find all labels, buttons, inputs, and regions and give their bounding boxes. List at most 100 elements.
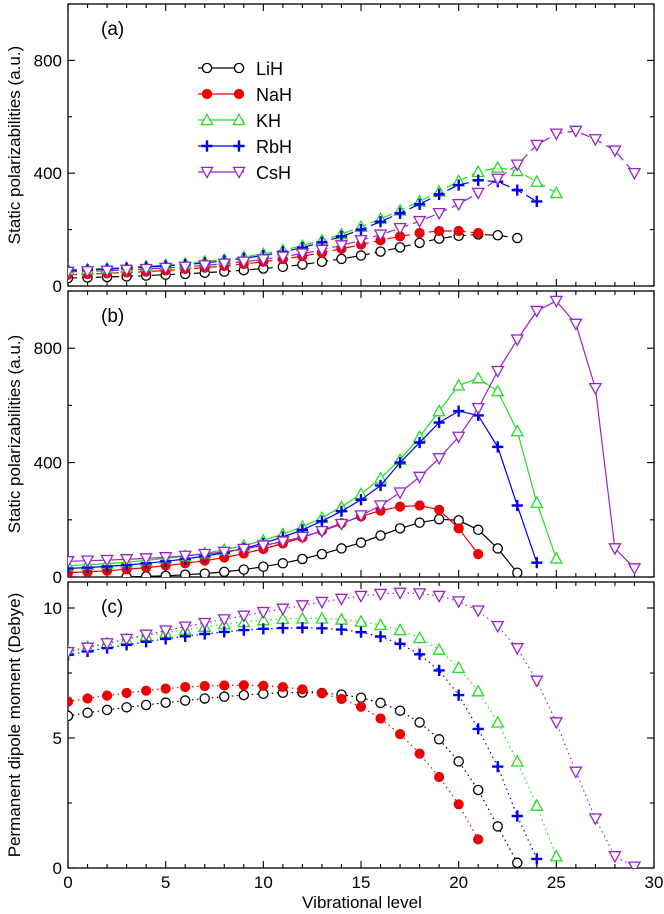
data-point-csh	[608, 851, 622, 864]
legend-marker	[201, 62, 213, 74]
data-point-csh	[276, 603, 290, 616]
data-point-csh	[432, 207, 446, 221]
data-point-csh	[68, 556, 75, 569]
x-tick-label: 10	[254, 873, 273, 892]
data-point-csh	[217, 614, 231, 627]
data-point-lih	[394, 523, 406, 534]
data-point-lih	[316, 548, 328, 560]
data-point-csh	[119, 554, 134, 567]
data-point-nah	[453, 523, 464, 534]
y-tick-label: 0	[53, 568, 62, 587]
data-point-rbh	[511, 499, 523, 512]
data-point-csh	[432, 590, 446, 603]
data-point-csh	[530, 139, 544, 152]
data-point-rbh	[68, 562, 74, 575]
data-point-csh	[354, 590, 368, 603]
legend-label: RbH	[256, 137, 292, 157]
legend-marker	[232, 166, 246, 179]
data-point-csh	[198, 617, 212, 631]
data-point-lih	[355, 692, 367, 703]
data-point-csh	[237, 256, 251, 269]
data-point-csh	[198, 548, 212, 562]
data-point-rbh	[277, 622, 289, 634]
data-point-rbh	[492, 441, 504, 453]
data-point-lih	[472, 784, 484, 796]
legend-item-nah: NaH	[198, 85, 292, 105]
data-point-csh	[451, 198, 466, 212]
panel-b: 0 400 800 Static polarizabilities (a.u.) (b)	[5, 290, 655, 587]
data-point-rbh	[296, 622, 308, 634]
data-point-lih	[512, 567, 523, 577]
data-point-lih	[68, 710, 74, 722]
data-point-rbh	[335, 623, 348, 636]
legend-marker	[200, 113, 214, 126]
data-point-kh	[373, 617, 388, 631]
data-point-csh	[68, 646, 75, 660]
data-point-csh	[139, 629, 153, 642]
data-point-rbh	[355, 224, 367, 236]
data-point-lih	[140, 571, 152, 577]
data-point-kh	[471, 684, 485, 697]
data-point-rbh	[394, 207, 406, 219]
y-axis-label: Permanent dipole moment (Debye)	[5, 593, 24, 858]
data-point-rbh	[472, 174, 484, 186]
data-point-kh	[510, 424, 524, 437]
data-point-kh	[549, 185, 564, 199]
data-point-lih	[160, 697, 171, 708]
data-point-lih	[336, 253, 347, 265]
data-point-rbh	[472, 723, 484, 735]
data-point-kh	[451, 378, 466, 391]
data-point-csh	[80, 555, 95, 568]
data-point-csh	[510, 643, 524, 656]
data-point-rbh	[531, 557, 543, 569]
data-point-nah	[121, 687, 132, 699]
data-point-rbh	[453, 405, 465, 417]
data-point-lih	[472, 524, 484, 536]
data-point-csh	[510, 334, 524, 347]
data-point-rbh	[374, 216, 387, 228]
data-point-kh	[451, 660, 466, 674]
legend-marker	[200, 166, 214, 179]
data-point-rbh	[511, 810, 523, 822]
legend-marker	[233, 62, 245, 74]
series-line-csh	[68, 300, 635, 569]
data-point-lih	[160, 570, 171, 577]
data-point-lih	[433, 734, 445, 745]
data-point-nah	[414, 500, 425, 511]
series-line-lih	[68, 691, 518, 864]
data-point-csh	[569, 125, 583, 138]
series-line-rbh	[68, 410, 538, 569]
data-point-lih	[355, 537, 367, 548]
series-line-nah	[68, 230, 479, 276]
data-point-csh	[373, 229, 388, 242]
data-point-rbh	[68, 649, 74, 661]
data-point-lih	[433, 513, 445, 525]
legend-label: LiH	[256, 59, 283, 79]
data-point-nah	[277, 681, 288, 693]
x-tick-label: 30	[645, 873, 664, 892]
data-point-kh	[530, 798, 544, 811]
x-tick-label: 20	[449, 873, 468, 892]
data-point-lih	[492, 543, 503, 554]
legend-item-rbh: RbH	[198, 137, 292, 157]
data-point-lih	[512, 857, 523, 868]
data-point-kh	[549, 849, 564, 862]
data-point-csh	[217, 258, 231, 271]
x-tick-label: 25	[547, 873, 566, 892]
data-point-nah	[394, 501, 406, 512]
data-point-nah	[297, 684, 308, 695]
legend-label: NaH	[256, 85, 292, 105]
data-point-csh	[217, 546, 231, 559]
data-point-rbh	[414, 198, 426, 210]
data-point-csh	[100, 265, 114, 278]
data-point-rbh	[238, 624, 250, 636]
data-point-csh	[491, 173, 505, 186]
data-point-csh	[608, 145, 622, 158]
data-point-csh	[119, 264, 134, 277]
data-point-nah	[453, 799, 464, 810]
data-point-lih	[121, 702, 132, 713]
legend: LiH NaH KH RbH CsH	[198, 59, 292, 183]
data-point-lih	[394, 242, 406, 253]
data-point-rbh	[492, 761, 504, 773]
